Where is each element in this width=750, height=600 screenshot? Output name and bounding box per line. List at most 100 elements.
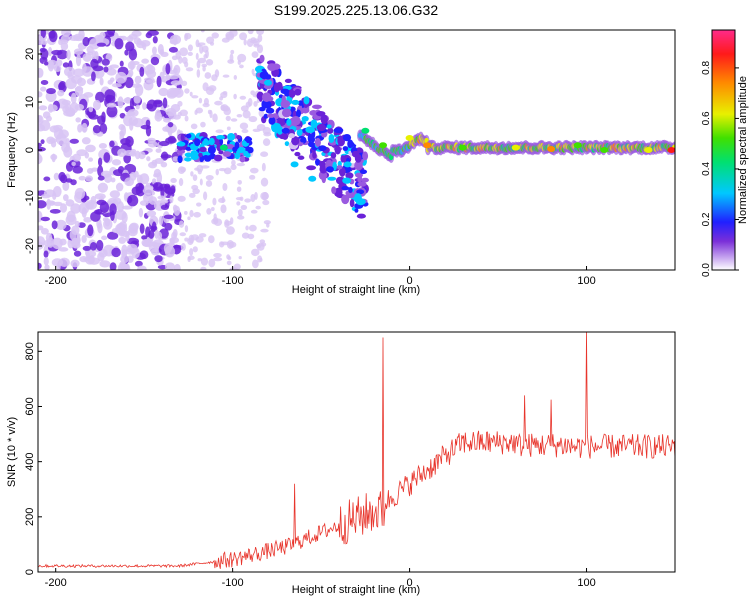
heatmap-cell bbox=[184, 88, 190, 94]
heatmap-cell bbox=[117, 148, 127, 158]
heatmap-cell bbox=[74, 187, 86, 200]
heatmap-cell bbox=[124, 49, 129, 56]
heatmap-cell bbox=[117, 96, 124, 109]
heatmap-cell bbox=[124, 177, 135, 187]
heatmap-cell bbox=[156, 172, 163, 185]
heatmap-cell bbox=[196, 68, 201, 78]
heatmap-cell bbox=[134, 260, 143, 267]
heatmap-cell bbox=[249, 167, 259, 174]
spectrogram-y-label: Frequency (Hz) bbox=[6, 112, 18, 188]
heatmap-cell bbox=[189, 209, 194, 218]
heatmap-cell bbox=[120, 124, 127, 137]
heatmap-cell bbox=[228, 241, 237, 248]
heatmap-cell bbox=[169, 195, 174, 204]
heatmap-cell bbox=[89, 38, 101, 50]
heatmap-cell bbox=[281, 133, 289, 140]
heatmap-cell bbox=[252, 128, 261, 133]
heatmap-cell bbox=[91, 71, 96, 82]
y-tick-label: -10 bbox=[24, 190, 36, 206]
heatmap-cell bbox=[81, 122, 88, 133]
heatmap-cell bbox=[336, 165, 343, 170]
heatmap-cell bbox=[231, 159, 236, 166]
heatmap-cell bbox=[354, 153, 362, 163]
heatmap-cell bbox=[135, 182, 145, 192]
heatmap-cell bbox=[202, 65, 206, 72]
heatmap-cell bbox=[44, 264, 50, 270]
heatmap-cell bbox=[256, 30, 265, 36]
heatmap-cell bbox=[263, 131, 272, 137]
x-tick-label: 100 bbox=[577, 577, 595, 589]
heatmap-cell bbox=[328, 133, 335, 144]
heatmap-cell bbox=[150, 56, 160, 66]
heatmap-cell bbox=[99, 77, 104, 86]
heatmap-cell bbox=[49, 208, 61, 214]
heatmap-cell bbox=[151, 159, 158, 166]
heatmap-cell bbox=[38, 153, 43, 165]
heatmap-cell bbox=[290, 115, 301, 126]
heatmap-cell bbox=[170, 80, 182, 86]
heatmap-cell bbox=[201, 63, 208, 68]
heatmap-cell bbox=[214, 100, 223, 106]
heatmap-cell bbox=[104, 217, 111, 227]
heatmap-cell bbox=[200, 121, 206, 128]
heatmap-cell bbox=[137, 265, 147, 270]
heatmap-cell bbox=[349, 198, 355, 208]
heatmap-cell bbox=[347, 139, 354, 149]
heatmap-hotspot bbox=[361, 127, 370, 134]
heatmap-cell bbox=[111, 227, 123, 234]
heatmap-cell bbox=[48, 104, 58, 112]
heatmap-cell bbox=[145, 103, 154, 110]
heatmap-cell bbox=[55, 133, 67, 146]
y-tick-label: 10 bbox=[24, 96, 36, 108]
heatmap-cell bbox=[213, 257, 223, 262]
heatmap-cell bbox=[192, 246, 198, 253]
heatmap-cell bbox=[262, 195, 267, 201]
heatmap-cell bbox=[338, 167, 346, 177]
heatmap-cell bbox=[142, 42, 147, 51]
heatmap-cell bbox=[220, 204, 227, 214]
heatmap-cell bbox=[85, 144, 96, 153]
heatmap-hotspot bbox=[219, 144, 228, 151]
heatmap-cell bbox=[149, 215, 159, 227]
heatmap-cell bbox=[38, 236, 46, 247]
heatmap-cell bbox=[102, 31, 115, 38]
heatmap-cell bbox=[160, 204, 169, 210]
heatmap-cell bbox=[185, 67, 194, 72]
heatmap-cell bbox=[127, 194, 139, 207]
heatmap-cell bbox=[76, 149, 88, 157]
heatmap-cell bbox=[43, 250, 49, 258]
heatmap-cell bbox=[88, 157, 94, 162]
heatmap-cell bbox=[253, 100, 258, 107]
heatmap-cell bbox=[195, 52, 199, 60]
heatmap-cell bbox=[263, 220, 271, 225]
heatmap-cell bbox=[208, 137, 215, 146]
heatmap-hotspot bbox=[308, 175, 317, 182]
heatmap-cell bbox=[90, 211, 101, 222]
heatmap-cell bbox=[327, 176, 337, 181]
heatmap-cell bbox=[184, 33, 189, 42]
heatmap-cell bbox=[97, 182, 108, 193]
heatmap-cell bbox=[239, 32, 248, 41]
heatmap-cell bbox=[155, 148, 162, 153]
heatmap-cell bbox=[154, 255, 163, 263]
heatmap-cell bbox=[74, 103, 85, 111]
heatmap-cell bbox=[232, 146, 238, 152]
heatmap-hotspot bbox=[600, 147, 609, 153]
heatmap-cell bbox=[38, 114, 44, 126]
x-tick-label: 0 bbox=[407, 275, 413, 287]
heatmap-cell bbox=[81, 197, 87, 203]
heatmap-cell bbox=[236, 201, 241, 206]
heatmap-cell bbox=[316, 123, 327, 132]
heatmap-cell bbox=[167, 135, 176, 144]
heatmap-cell bbox=[291, 99, 300, 106]
heatmap-cell bbox=[320, 114, 328, 125]
heatmap-cell bbox=[203, 97, 209, 106]
heatmap-cell bbox=[341, 194, 350, 205]
heatmap-cell bbox=[187, 237, 194, 246]
heatmap-cell bbox=[229, 30, 238, 37]
heatmap-cell bbox=[199, 178, 203, 186]
heatmap-cell bbox=[218, 150, 224, 155]
heatmap-cell bbox=[71, 225, 80, 236]
heatmap-hotspot bbox=[325, 166, 334, 173]
heatmap-cell bbox=[164, 245, 176, 258]
